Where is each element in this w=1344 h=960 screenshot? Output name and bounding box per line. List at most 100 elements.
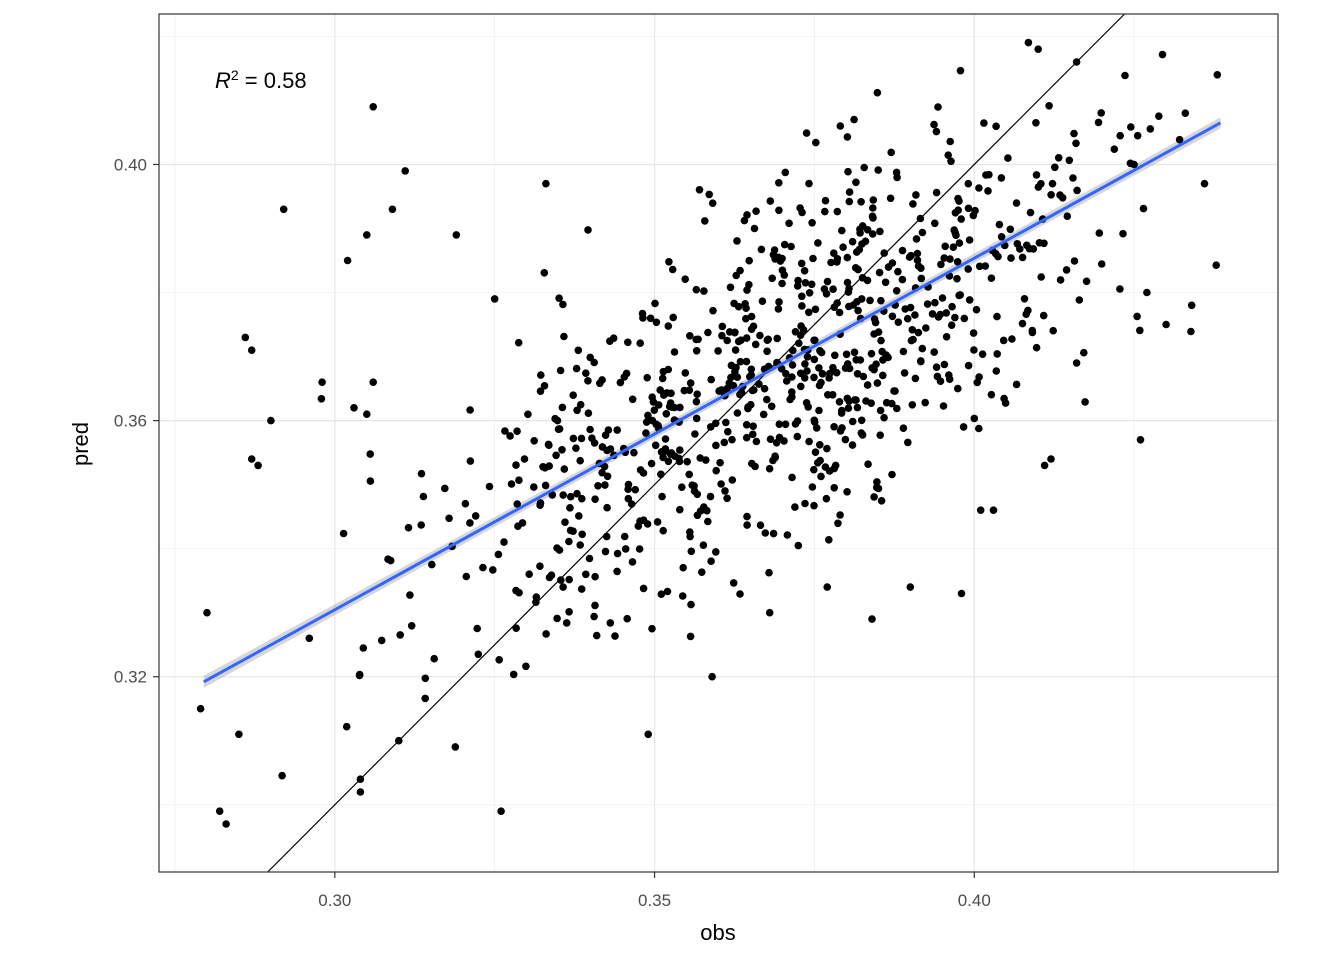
data-point xyxy=(687,600,695,609)
data-point xyxy=(858,431,867,439)
data-point xyxy=(540,269,549,277)
data-point xyxy=(800,374,809,382)
data-point xyxy=(421,694,430,703)
data-point xyxy=(644,730,652,739)
data-point xyxy=(267,416,275,425)
data-point xyxy=(601,547,610,556)
data-point xyxy=(401,167,410,175)
data-point xyxy=(1035,239,1044,247)
data-point xyxy=(590,612,598,621)
data-point xyxy=(704,328,712,337)
data-point xyxy=(747,400,755,409)
x-tick-label: 0.40 xyxy=(958,891,991,910)
data-point xyxy=(1032,119,1040,127)
data-point xyxy=(693,390,701,399)
data-point xyxy=(638,309,647,318)
data-point xyxy=(759,410,768,419)
data-point xyxy=(1012,380,1021,389)
data-point xyxy=(880,413,888,422)
data-point xyxy=(852,178,860,187)
data-point xyxy=(421,674,430,683)
data-point xyxy=(802,399,811,407)
data-point xyxy=(512,586,520,595)
data-point xyxy=(917,357,925,366)
data-point xyxy=(742,334,751,342)
axis-ticks: 0.30 0.35 0.40 0.32 0.36 0.40 xyxy=(114,155,991,910)
data-point xyxy=(513,427,521,436)
data-point xyxy=(932,363,941,372)
data-point xyxy=(686,332,694,340)
regression-line xyxy=(203,121,1222,684)
data-point xyxy=(1213,71,1222,79)
data-point xyxy=(215,807,224,815)
data-point xyxy=(603,472,612,481)
data-point xyxy=(886,194,895,203)
data-point xyxy=(954,384,962,393)
data-point xyxy=(778,279,786,288)
data-point xyxy=(975,424,983,433)
data-point xyxy=(882,351,890,359)
data-point xyxy=(823,277,832,286)
data-point xyxy=(1032,343,1041,352)
data-point xyxy=(964,204,973,213)
data-point xyxy=(624,485,632,494)
regression-line-segment xyxy=(203,121,1222,684)
data-point xyxy=(763,395,771,404)
data-point xyxy=(690,487,699,495)
data-point xyxy=(636,466,645,474)
data-point xyxy=(893,173,901,182)
data-point xyxy=(686,379,695,387)
data-point xyxy=(686,532,694,541)
data-point xyxy=(461,499,470,508)
y-tick-label: 0.32 xyxy=(114,668,147,687)
data-point xyxy=(542,179,550,188)
data-point xyxy=(741,300,749,308)
data-point xyxy=(737,336,745,345)
data-point xyxy=(860,163,868,172)
data-point xyxy=(854,265,862,274)
data-point xyxy=(685,470,693,479)
data-point xyxy=(647,459,656,468)
data-point xyxy=(363,410,371,419)
data-point xyxy=(630,448,638,457)
data-point xyxy=(1133,131,1142,140)
data-point xyxy=(651,441,660,450)
data-point xyxy=(731,346,740,354)
data-point xyxy=(513,500,521,508)
data-point xyxy=(743,512,751,521)
data-point xyxy=(369,378,378,387)
data-point xyxy=(808,483,817,491)
data-point xyxy=(853,370,862,378)
data-point xyxy=(789,346,797,355)
data-point xyxy=(798,302,806,310)
data-point xyxy=(1095,229,1104,237)
data-point xyxy=(911,311,919,319)
data-point xyxy=(835,398,844,406)
data-point xyxy=(406,591,414,599)
data-point xyxy=(696,507,705,515)
data-point xyxy=(545,441,553,450)
data-point xyxy=(670,348,679,356)
data-point xyxy=(946,255,954,263)
data-point xyxy=(965,296,974,304)
data-point xyxy=(798,208,806,217)
data-point xyxy=(665,258,673,266)
data-point xyxy=(555,294,563,303)
data-point xyxy=(704,517,712,526)
data-point xyxy=(662,410,671,418)
data-point xyxy=(837,409,846,417)
data-point xyxy=(957,215,965,223)
data-point xyxy=(671,452,679,461)
data-point xyxy=(732,363,740,372)
data-point xyxy=(913,249,922,258)
data-point xyxy=(565,537,573,546)
data-point xyxy=(451,743,460,751)
data-point xyxy=(602,532,611,541)
data-point xyxy=(975,262,984,271)
data-point xyxy=(783,531,792,539)
data-point xyxy=(703,506,711,515)
data-point xyxy=(877,336,885,345)
data-point xyxy=(598,468,606,477)
data-point xyxy=(560,465,569,473)
data-point xyxy=(787,242,795,251)
